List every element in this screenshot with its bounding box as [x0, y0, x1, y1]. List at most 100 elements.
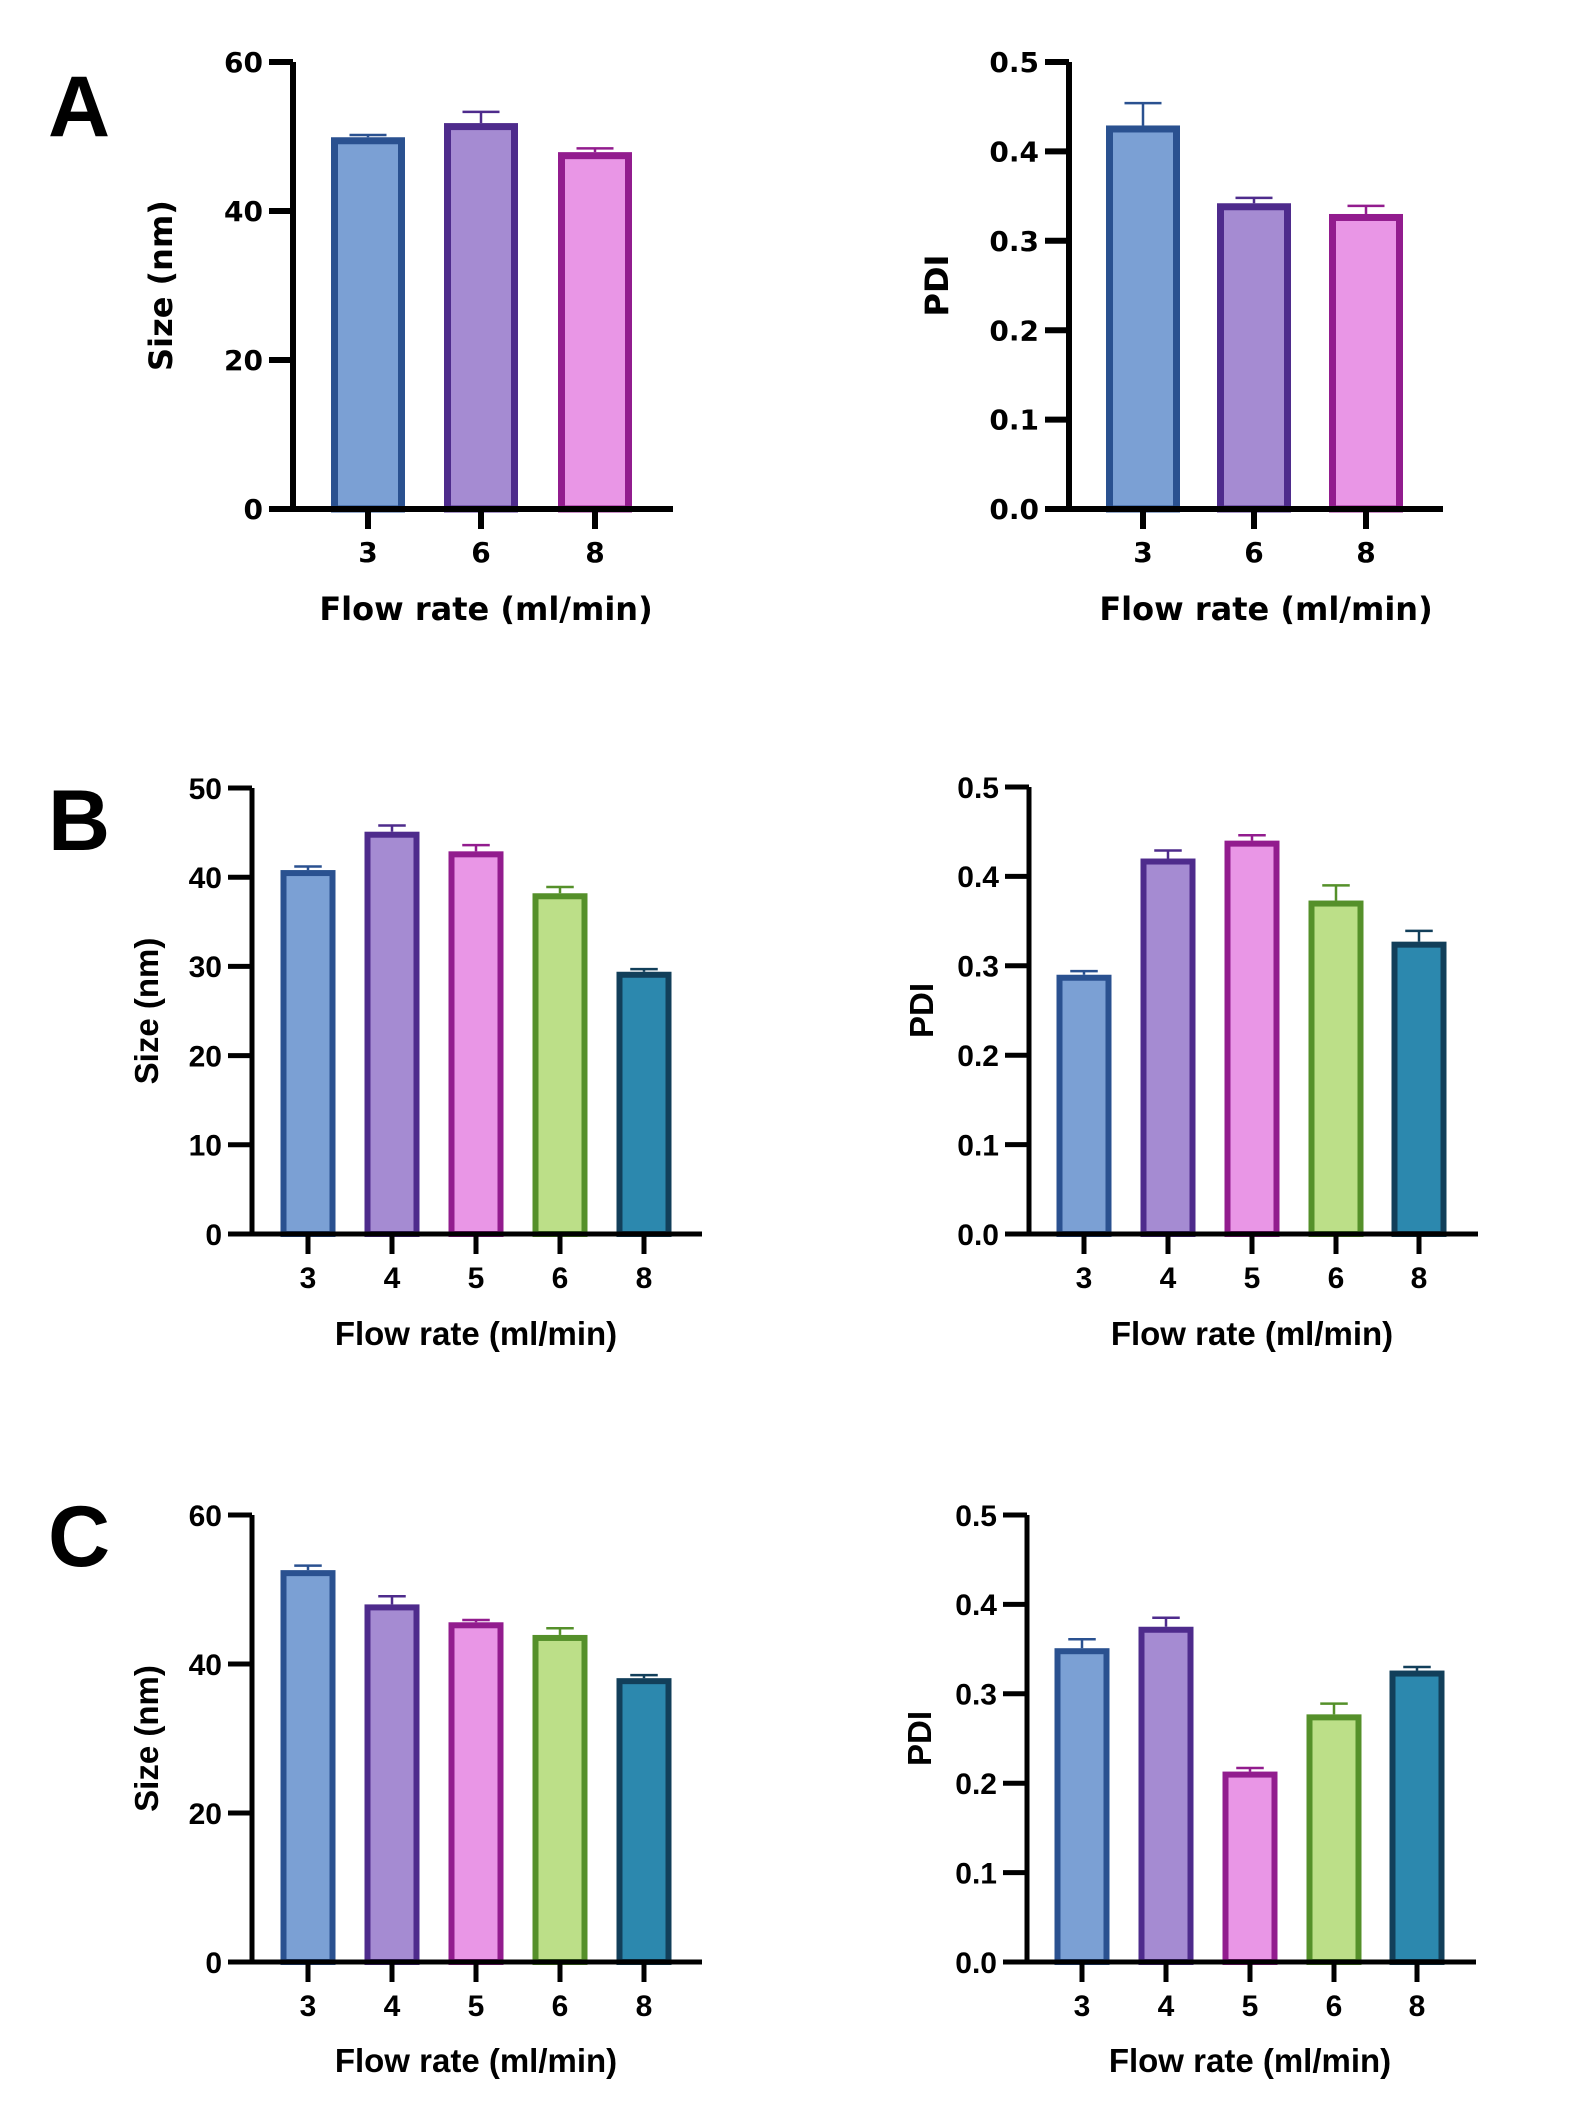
y-tick-label: 40 — [189, 862, 222, 895]
chart-c-size: 0 20 40 60 3 4 5 6 8 Flow rate (ml/min) Size (nm) — [128, 1500, 702, 2079]
error-bar — [462, 1618, 490, 1623]
panel-label-c: C — [48, 1489, 110, 1585]
bar — [616, 1678, 672, 1966]
bar — [616, 971, 672, 1237]
bar — [1329, 213, 1403, 513]
error-bar — [1152, 1616, 1180, 1627]
x-tick-label: 3 — [1133, 536, 1152, 569]
bar — [558, 152, 632, 513]
y-tick-label: 0.3 — [989, 225, 1039, 258]
bar — [448, 1622, 504, 1966]
error-bar — [1236, 1766, 1264, 1772]
chart-b-pdi: 0.0 0.1 0.2 0.3 0.4 0.5 3 4 5 6 8 Flow rate (ml/min… — [903, 772, 1478, 1352]
y-tick-label: 0.2 — [955, 1768, 997, 1801]
y-tick-label: 0.4 — [955, 1589, 997, 1622]
error-bar — [546, 1626, 574, 1635]
y-tick-label: 40 — [189, 1649, 222, 1682]
x-tick-label: 6 — [552, 1262, 569, 1295]
x-tick-label: 8 — [1411, 1262, 1428, 1295]
x-tick-label: 4 — [1158, 1990, 1175, 2023]
x-axis-title: Flow rate (ml/min) — [319, 590, 652, 628]
y-axis-title: PDI — [901, 1711, 938, 1766]
y-tick-label: 0 — [244, 493, 263, 526]
y-tick-label: 0.2 — [957, 1040, 999, 1073]
chart-a-size: 0 20 40 60 3 6 8 Flow rate (ml/min) Size (nm) — [142, 46, 673, 628]
y-tick-label: 50 — [189, 773, 222, 806]
bar — [1389, 1670, 1445, 1966]
y-tick-label: 0.2 — [989, 314, 1039, 347]
y-tick-label: 0.4 — [989, 135, 1039, 168]
bar — [1222, 1771, 1278, 1965]
x-tick-label: 6 — [471, 536, 490, 569]
x-tick-label: 4 — [1160, 1262, 1177, 1295]
bar — [532, 893, 588, 1237]
x-tick-label: 6 — [1326, 1990, 1343, 2023]
panel-label-b: B — [48, 773, 110, 869]
chart-c-pdi: 0.0 0.1 0.2 0.3 0.4 0.5 3 4 5 6 8 Flow rate (ml/min… — [901, 1500, 1476, 2079]
y-tick-label: 0.3 — [955, 1679, 997, 1712]
error-bar — [1238, 834, 1266, 841]
bar — [1306, 1714, 1362, 1966]
error-bar — [1068, 1638, 1096, 1649]
bar — [1224, 840, 1280, 1237]
error-bar — [630, 967, 658, 972]
y-tick-label: 30 — [189, 951, 222, 984]
bar — [364, 831, 420, 1237]
error-bar — [630, 1673, 658, 1679]
bar — [1054, 1648, 1110, 1966]
x-tick-label: 4 — [384, 1262, 401, 1295]
y-tick-label: 20 — [224, 344, 263, 377]
x-tick-label: 3 — [358, 536, 377, 569]
x-tick-label: 3 — [300, 1990, 317, 2023]
y-tick-label: 0.1 — [989, 404, 1039, 437]
y-tick-label: 0.5 — [989, 46, 1039, 79]
y-tick-label: 0.3 — [957, 951, 999, 984]
x-tick-label: 8 — [585, 536, 604, 569]
x-axis-title: Flow rate (ml/min) — [1099, 590, 1432, 628]
bar — [280, 870, 336, 1238]
bar — [444, 123, 518, 513]
x-axis-title: Flow rate (ml/min) — [1111, 1315, 1393, 1352]
x-axis-title: Flow rate (ml/min) — [335, 1315, 617, 1352]
chart-b-size: 0 10 20 30 40 50 3 4 5 6 8 Flow rate (ml/min) Size (… — [128, 773, 702, 1352]
y-tick-label: 0.5 — [955, 1500, 997, 1533]
y-tick-label: 0.0 — [989, 493, 1039, 526]
y-tick-label: 60 — [224, 46, 263, 79]
error-bar — [576, 147, 614, 153]
y-axis-title: PDI — [918, 255, 956, 317]
x-tick-label: 5 — [468, 1262, 485, 1295]
y-tick-label: 20 — [189, 1798, 222, 1831]
error-bar — [294, 1564, 322, 1571]
bar — [1056, 974, 1112, 1237]
error-bar — [1154, 849, 1182, 859]
x-tick-label: 5 — [468, 1990, 485, 2023]
error-bar — [378, 824, 406, 832]
error-bar — [1322, 884, 1350, 901]
bar — [1106, 125, 1180, 513]
x-tick-label: 3 — [300, 1262, 317, 1295]
bar — [1138, 1626, 1194, 1965]
x-tick-label: 6 — [1328, 1262, 1345, 1295]
y-tick-label: 0.1 — [957, 1129, 999, 1162]
y-tick-label: 0.1 — [955, 1857, 997, 1890]
x-axis-title: Flow rate (ml/min) — [335, 2042, 617, 2079]
x-tick-label: 3 — [1076, 1262, 1093, 1295]
error-bar — [462, 843, 490, 852]
x-tick-label: 4 — [384, 1990, 401, 2023]
x-tick-label: 8 — [636, 1262, 653, 1295]
bar — [331, 137, 405, 513]
bar — [448, 851, 504, 1237]
bar — [532, 1634, 588, 1965]
chart-a-pdi: 0.0 0.1 0.2 0.3 0.4 0.5 3 6 8 Flow rate (ml/min) P… — [918, 46, 1443, 628]
y-tick-label: 0.0 — [955, 1947, 997, 1980]
y-axis-title: Size (nm) — [128, 1665, 165, 1812]
error-bar — [1235, 196, 1273, 204]
error-bar — [1403, 1665, 1431, 1671]
bar — [364, 1604, 420, 1966]
error-bar — [546, 885, 574, 894]
x-tick-label: 6 — [1244, 536, 1263, 569]
y-tick-label: 0.4 — [957, 861, 999, 894]
error-bar — [462, 110, 500, 124]
x-tick-label: 8 — [636, 1990, 653, 2023]
